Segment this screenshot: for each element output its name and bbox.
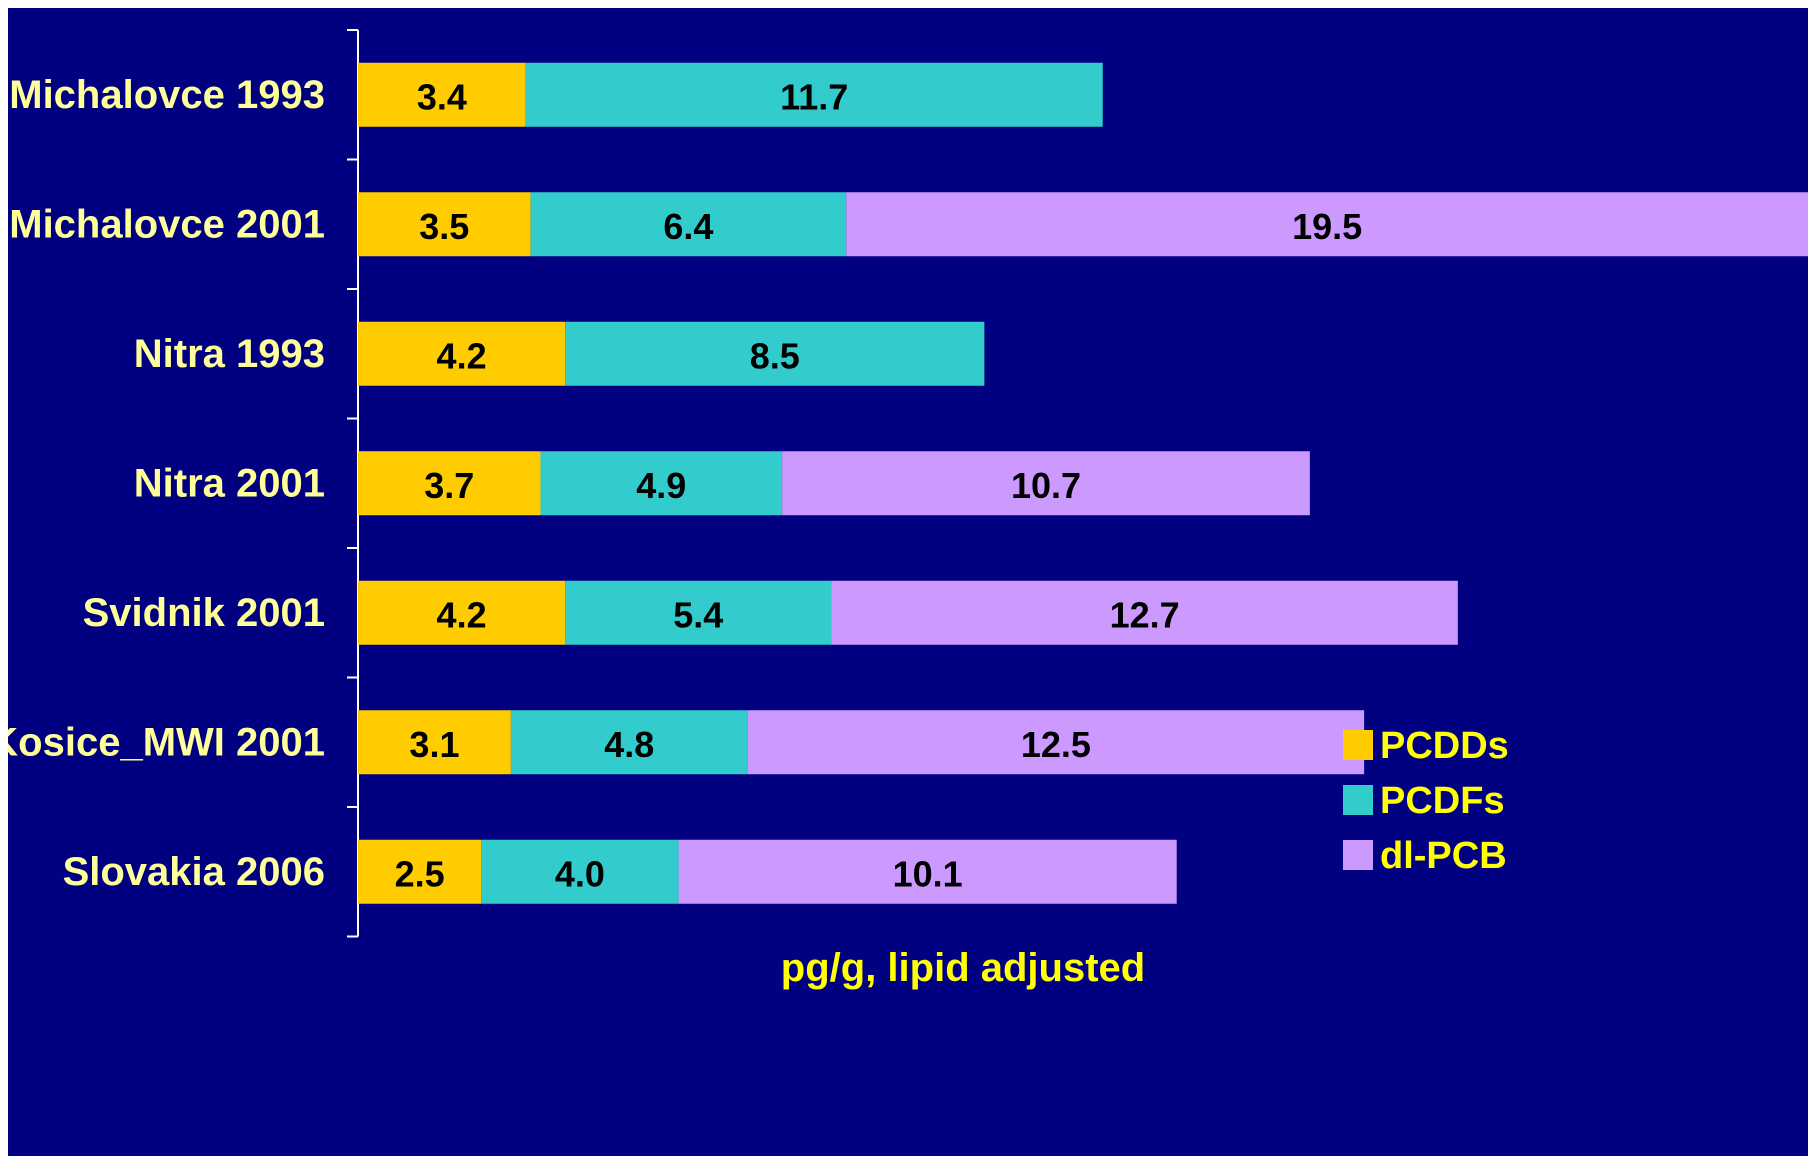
bar-segment-dl-pcb xyxy=(782,451,1310,516)
bar-segment-pcdds xyxy=(358,839,482,904)
bar-segment-pcdds xyxy=(358,710,511,775)
data-label: 12.5 xyxy=(1021,724,1091,765)
bar-segment-pcdfs xyxy=(540,451,783,516)
category-label: Michalovce 2001 xyxy=(9,202,325,246)
data-label: 4.2 xyxy=(437,335,487,376)
bar-segment-pcdds xyxy=(358,321,566,386)
bar-segment-pcdfs xyxy=(481,839,679,904)
legend-label: PCDDs xyxy=(1380,725,1509,767)
bar-segment-pcdds xyxy=(358,451,541,516)
data-label: 4.2 xyxy=(437,594,487,635)
legend-swatch xyxy=(1343,730,1373,760)
data-label: 4.9 xyxy=(636,465,686,506)
stacked-bar-chart: Michalovce 1993 3.4 11.7 Michalovce 2001 3.5… xyxy=(8,29,1808,990)
data-label: 2.5 xyxy=(395,853,445,894)
bar-segment-pcdfs xyxy=(525,62,1103,127)
data-label: 3.4 xyxy=(417,76,467,117)
data-label: 8.5 xyxy=(750,335,800,376)
x-axis-label: pg/g, lipid adjusted xyxy=(781,946,1145,990)
data-label: 4.0 xyxy=(555,853,605,894)
data-label: 10.7 xyxy=(1011,465,1081,506)
data-label: 3.7 xyxy=(424,465,474,506)
category-label: Kosice_MWI 2001 xyxy=(8,720,325,764)
legend-swatch xyxy=(1343,785,1373,815)
data-label: 6.4 xyxy=(663,206,713,247)
bar-segment-dl-pcb xyxy=(831,580,1458,645)
bar-segment-pcdfs xyxy=(565,321,985,386)
data-label: 3.5 xyxy=(419,206,469,247)
chart-panel: Michalovce 1993 3.4 11.7 Michalovce 2001 3.5… xyxy=(8,8,1808,1156)
category-label: Michalovce 1993 xyxy=(9,73,325,117)
bar-segment-dl-pcb xyxy=(747,710,1365,775)
data-label: 19.5 xyxy=(1292,206,1362,247)
bar-segment-pcdds xyxy=(358,62,526,127)
legend-label: dl-PCB xyxy=(1380,835,1507,877)
data-label: 5.4 xyxy=(673,594,723,635)
bar-segment-pcdds xyxy=(358,580,566,645)
bar-segment-dl-pcb xyxy=(678,839,1177,904)
bar-segment-pcdfs xyxy=(530,192,847,257)
data-label: 4.8 xyxy=(604,724,654,765)
category-label: Nitra 2001 xyxy=(134,461,325,505)
bar-segment-pcdds xyxy=(358,192,531,257)
category-label: Svidnik 2001 xyxy=(83,591,325,635)
bar-segment-dl-pcb xyxy=(846,192,1808,257)
bar-segment-pcdfs xyxy=(510,710,748,775)
legend-swatch xyxy=(1343,840,1373,870)
category-label: Slovakia 2006 xyxy=(63,850,325,894)
bar-segment-pcdfs xyxy=(565,580,832,645)
category-label: Nitra 1993 xyxy=(134,332,325,376)
data-label: 3.1 xyxy=(409,724,459,765)
legend-label: PCDFs xyxy=(1380,780,1505,822)
data-label: 11.7 xyxy=(780,76,848,117)
data-label: 12.7 xyxy=(1110,594,1180,635)
data-label: 10.1 xyxy=(893,853,963,894)
